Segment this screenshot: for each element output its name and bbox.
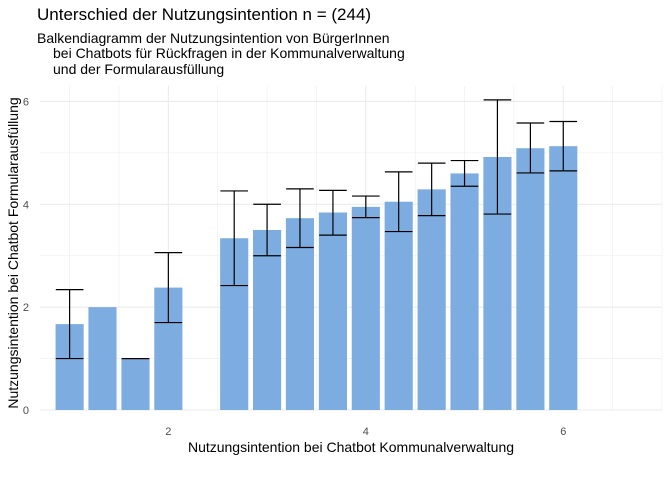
chart-subtitle-line-1: Balkendiagramm der Nutzungsintention von… xyxy=(37,30,390,46)
bar xyxy=(121,358,150,410)
error-bars xyxy=(55,99,578,360)
y-tick-label: 6 xyxy=(23,96,29,108)
x-tick-label: 4 xyxy=(363,426,369,438)
bar xyxy=(253,230,282,410)
bar xyxy=(88,307,117,410)
bars xyxy=(55,146,578,410)
bar xyxy=(285,218,315,410)
chart-title: Unterschied der Nutzungsintention n = (2… xyxy=(37,5,371,24)
tick-labels: 2 4 6 0 2 4 6 xyxy=(23,96,566,438)
bar xyxy=(450,173,479,410)
y-tick-label: 4 xyxy=(23,199,29,211)
bar xyxy=(351,206,380,410)
chart-subtitle-line-3: und der Formularausfüllung xyxy=(53,61,224,77)
bar xyxy=(417,189,446,410)
y-axis-title: Nutzungsintention bei Chatbot Formularau… xyxy=(5,97,21,408)
bar xyxy=(516,148,545,410)
x-tick-label: 2 xyxy=(165,426,171,438)
x-axis-title: Nutzungsintention bei Chatbot Kommunalve… xyxy=(188,439,514,455)
bar xyxy=(318,212,348,410)
bar xyxy=(549,146,578,410)
chart-subtitle-line-2: bei Chatbots für Rückfragen in der Kommu… xyxy=(53,45,405,61)
y-tick-label: 2 xyxy=(23,302,29,314)
bar xyxy=(384,201,413,410)
x-tick-label: 6 xyxy=(560,426,566,438)
y-tick-label: 0 xyxy=(23,405,29,417)
